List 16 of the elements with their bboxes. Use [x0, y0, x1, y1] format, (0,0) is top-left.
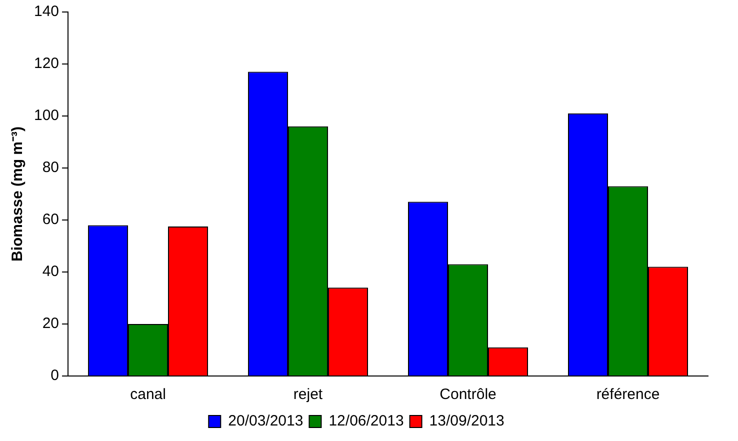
- y-tick-label: 80: [42, 159, 60, 176]
- x-tick-label: rejet: [293, 386, 324, 404]
- y-tick-label: 20: [42, 315, 60, 332]
- y-tick-label: 100: [34, 107, 60, 124]
- legend-label: 20/03/2013: [228, 412, 304, 430]
- y-tick-label: 60: [42, 211, 60, 228]
- x-tick-label: canal: [130, 386, 166, 404]
- x-tick-label: Contrôle: [440, 386, 496, 404]
- y-tick-label: 40: [42, 263, 60, 280]
- y-axis-title: Biomasse (mg m⁻³): [9, 126, 26, 262]
- legend-label: 13/09/2013: [429, 412, 504, 430]
- y-tick-label: 0: [50, 367, 60, 384]
- x-tick-label: référence: [596, 386, 660, 404]
- legend-label: 12/06/2013: [328, 412, 404, 430]
- y-tick-label: 120: [34, 55, 60, 72]
- y-tick-label: 140: [34, 3, 60, 20]
